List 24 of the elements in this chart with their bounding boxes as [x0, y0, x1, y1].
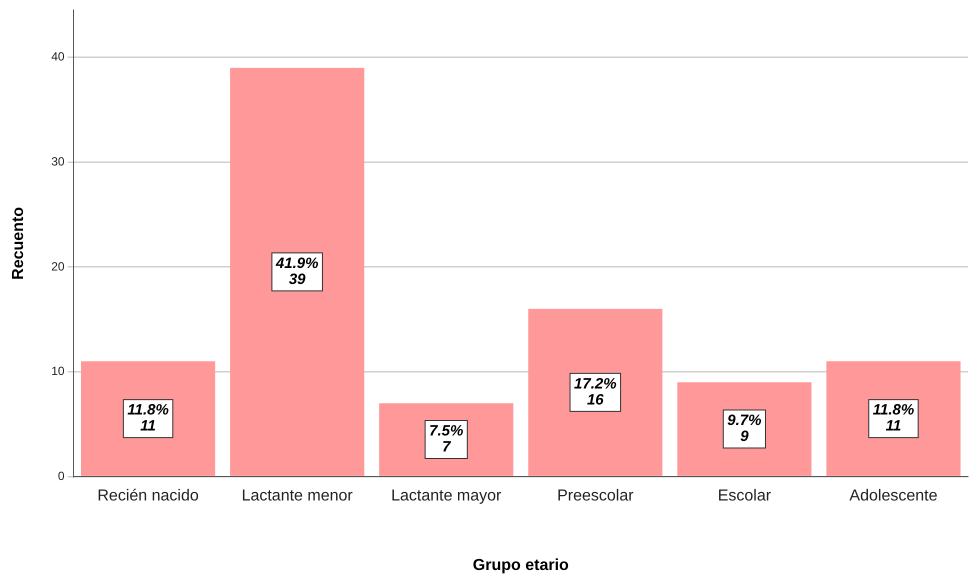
x-tick-label: Lactante menor	[242, 488, 354, 505]
x-tick-label: Adolescente	[849, 488, 938, 505]
data-label: 11.8% 11	[872, 402, 914, 435]
data-label: 9.7% 9	[727, 412, 762, 446]
bar	[230, 68, 364, 476]
x-tick-label: Recién nacido	[97, 488, 199, 505]
x-axis-title: Grupo etario	[472, 556, 569, 574]
x-tick-label: Lactante mayor	[391, 488, 502, 505]
bar	[677, 382, 812, 476]
bar	[81, 361, 216, 476]
y-tick-label: 20	[51, 259, 65, 274]
x-tick-label: Preescolar	[557, 488, 634, 505]
y-tick-label: 10	[51, 364, 65, 378]
y-tick-label: 30	[51, 154, 65, 168]
bar	[826, 361, 961, 476]
data-label: 41.9% 39	[274, 254, 318, 288]
y-tick-label: 40	[51, 50, 65, 64]
data-label: 11.8% 11	[127, 402, 169, 435]
y-axis-title: Recuento	[10, 206, 28, 280]
data-label: 17.2% 16	[574, 376, 617, 409]
y-tick-label: 0	[58, 468, 65, 483]
bar	[528, 308, 662, 476]
x-tick-label: Escolar	[718, 488, 772, 505]
data-label: 7.5% 7	[429, 422, 464, 456]
